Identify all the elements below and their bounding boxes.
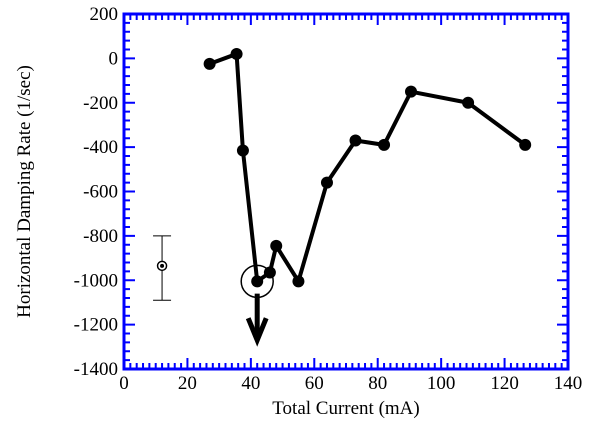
data-point — [349, 134, 362, 147]
y-tick-label: -1000 — [74, 270, 118, 291]
x-tick-label: 40 — [241, 373, 260, 394]
y-tick-label: -1200 — [74, 315, 118, 336]
tick-labels: 0 20 40 60 80 100 120 140 -1400 -1200 -1000 -800 -60… — [74, 4, 583, 394]
data-series — [203, 47, 532, 288]
x-tick-label: 20 — [178, 373, 197, 394]
data-point — [236, 144, 249, 157]
annotations — [153, 235, 274, 347]
data-point — [320, 176, 333, 189]
axis-ticks — [123, 13, 569, 370]
data-point — [251, 275, 264, 288]
y-tick-label: -400 — [83, 137, 118, 158]
plot-frame — [122, 12, 570, 371]
data-point — [292, 275, 305, 288]
x-tick-label: 100 — [427, 373, 456, 394]
data-point — [270, 239, 283, 252]
y-tick-label: -800 — [83, 226, 118, 247]
data-point — [378, 138, 391, 151]
data-point — [519, 138, 532, 151]
x-tick-label: 0 — [119, 373, 129, 394]
x-tick-label: 120 — [490, 373, 519, 394]
error-bar-marker-dot — [160, 263, 165, 268]
x-tick-label: 60 — [305, 373, 324, 394]
x-tick-label: 140 — [554, 373, 583, 394]
y-tick-label: 200 — [90, 4, 119, 25]
data-point — [405, 85, 418, 98]
x-tick-label: 80 — [368, 373, 387, 394]
plot-border — [122, 12, 570, 371]
y-tick-label: -1400 — [74, 359, 118, 380]
y-axis-title: Horizontal Damping Rate (1/sec) — [14, 65, 35, 318]
x-axis-title: Total Current (mA) — [272, 398, 419, 419]
arrow-head — [245, 317, 269, 347]
data-point — [462, 96, 475, 109]
y-tick-label: 0 — [109, 48, 119, 69]
series-line — [208, 51, 527, 284]
data-point — [230, 47, 243, 60]
y-tick-label: -200 — [83, 93, 118, 114]
data-point — [203, 57, 216, 70]
y-tick-label: -600 — [83, 182, 118, 203]
